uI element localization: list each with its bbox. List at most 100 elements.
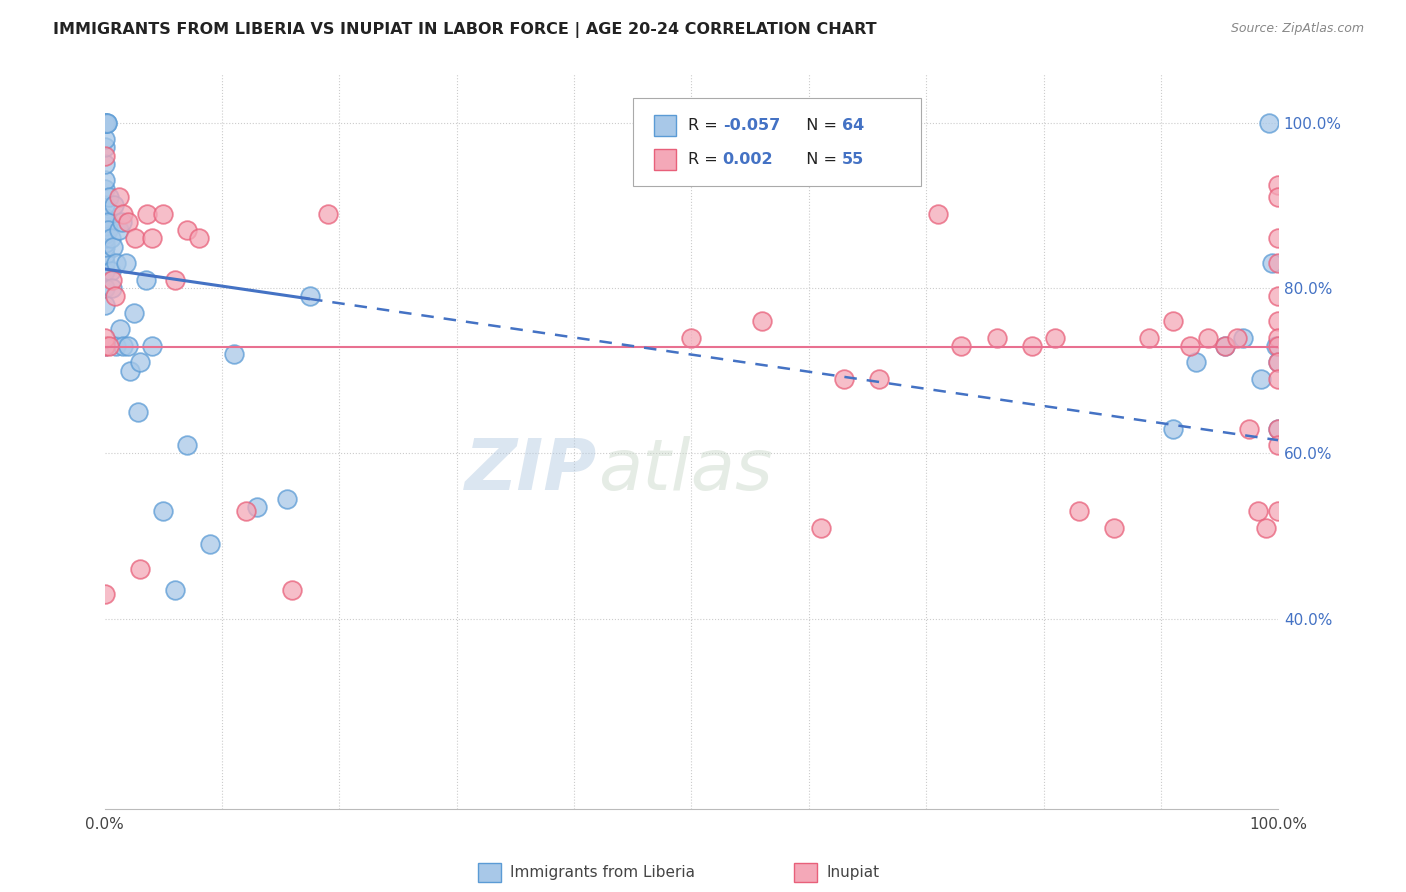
Point <box>1215 339 1237 353</box>
Point <box>152 206 174 220</box>
Point <box>93 331 115 345</box>
Point <box>1237 422 1260 436</box>
Point <box>100 273 122 287</box>
Point <box>1250 372 1272 386</box>
Point <box>93 256 115 270</box>
Point <box>1267 372 1289 386</box>
Point <box>93 115 115 129</box>
Point <box>868 372 890 386</box>
Point <box>1267 438 1289 452</box>
Text: R =: R = <box>688 119 723 133</box>
Point <box>93 281 115 295</box>
Point <box>93 339 115 353</box>
Point <box>1197 331 1219 345</box>
Point <box>1267 231 1289 245</box>
Point <box>176 438 198 452</box>
Point <box>105 339 128 353</box>
Point <box>114 256 136 270</box>
Text: R =: R = <box>688 153 723 167</box>
Point <box>235 504 257 518</box>
Point <box>165 582 187 597</box>
Point <box>1267 314 1289 328</box>
Point <box>1067 504 1090 518</box>
Point <box>93 198 115 212</box>
Text: -0.057: -0.057 <box>723 119 780 133</box>
Point <box>100 231 122 245</box>
Point <box>1257 115 1279 129</box>
Point <box>128 355 150 369</box>
Point <box>1261 256 1284 270</box>
Point <box>112 339 135 353</box>
Point <box>93 219 115 233</box>
Point <box>141 339 163 353</box>
Point <box>97 215 120 229</box>
Point <box>93 297 115 311</box>
Point <box>93 157 115 171</box>
Point <box>93 240 115 254</box>
Point <box>1267 339 1289 353</box>
Point <box>1102 521 1125 535</box>
Point <box>222 347 245 361</box>
Point <box>1161 314 1184 328</box>
Text: N =: N = <box>796 153 842 167</box>
Point <box>316 206 339 220</box>
Point <box>681 331 703 345</box>
Point <box>152 504 174 518</box>
Point <box>93 587 115 601</box>
Point <box>810 521 832 535</box>
Point <box>98 190 121 204</box>
Point <box>1137 331 1160 345</box>
Point <box>128 562 150 576</box>
Point <box>950 339 973 353</box>
Point <box>93 223 115 237</box>
Point <box>200 537 222 551</box>
Point <box>108 322 131 336</box>
Point <box>93 235 115 250</box>
Point <box>1180 339 1202 353</box>
Point <box>101 240 124 254</box>
Point <box>93 182 115 196</box>
Point <box>100 281 122 295</box>
Text: 55: 55 <box>842 153 865 167</box>
Text: Inupiat: Inupiat <box>827 865 880 880</box>
Point <box>127 405 149 419</box>
Point <box>93 339 115 353</box>
Point <box>1267 289 1289 303</box>
Point <box>105 256 128 270</box>
Point <box>751 314 773 328</box>
Point <box>1267 190 1289 204</box>
Point <box>1264 339 1286 353</box>
Point <box>103 198 125 212</box>
Point <box>93 227 115 242</box>
Point <box>107 223 129 237</box>
Point <box>122 306 145 320</box>
Point <box>927 206 949 220</box>
Text: atlas: atlas <box>598 436 772 505</box>
Text: Immigrants from Liberia: Immigrants from Liberia <box>510 865 696 880</box>
Text: 64: 64 <box>842 119 865 133</box>
Text: ZIP: ZIP <box>465 436 598 505</box>
Point <box>1226 331 1249 345</box>
Point <box>120 364 142 378</box>
Point <box>1267 355 1289 369</box>
Point <box>1267 331 1289 345</box>
Text: IMMIGRANTS FROM LIBERIA VS INUPIAT IN LABOR FORCE | AGE 20-24 CORRELATION CHART: IMMIGRANTS FROM LIBERIA VS INUPIAT IN LA… <box>53 22 877 38</box>
Point <box>96 115 118 129</box>
Point <box>117 215 139 229</box>
Point <box>93 140 115 154</box>
Point <box>1267 256 1289 270</box>
Point <box>93 215 115 229</box>
Point <box>281 582 304 597</box>
Point <box>276 491 298 506</box>
Point <box>111 215 134 229</box>
Text: Source: ZipAtlas.com: Source: ZipAtlas.com <box>1230 22 1364 36</box>
Point <box>141 231 163 245</box>
Point <box>93 173 115 187</box>
Point <box>1247 504 1270 518</box>
Point <box>100 264 122 278</box>
Point <box>124 231 146 245</box>
Point <box>93 231 115 245</box>
Point <box>93 211 115 225</box>
Point <box>187 231 209 245</box>
Point <box>107 190 129 204</box>
